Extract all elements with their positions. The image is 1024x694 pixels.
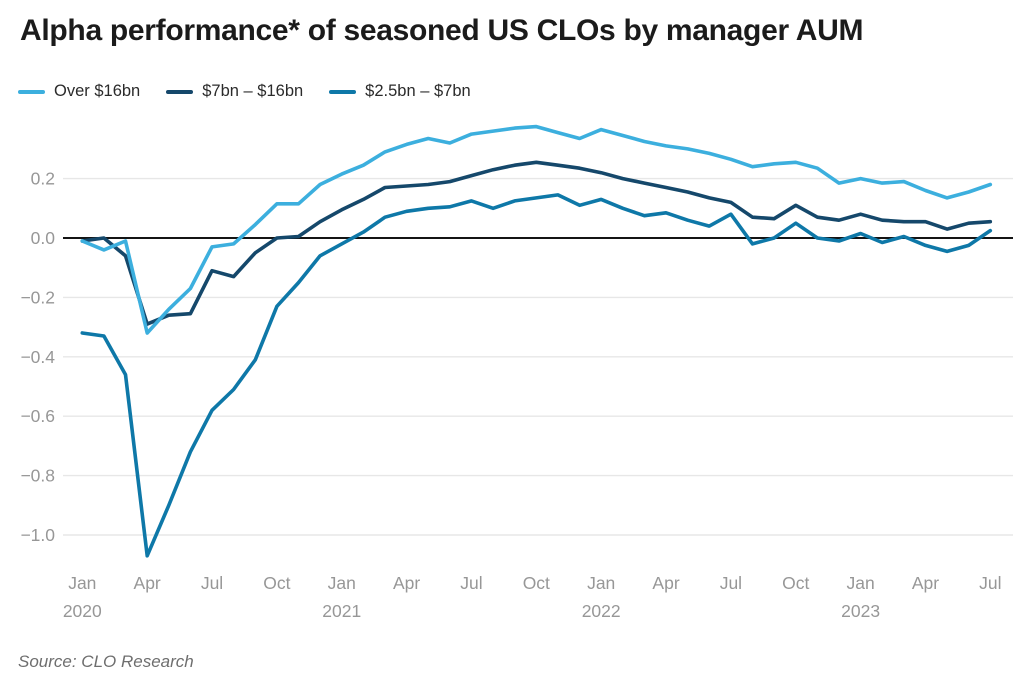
x-tick-label: Jul — [201, 573, 223, 593]
legend-item[interactable]: $2.5bn – $7bn — [329, 82, 471, 101]
x-tick-year-label: 2020 — [63, 601, 102, 621]
y-tick-label: −1.0 — [20, 525, 55, 545]
x-tick-label: Jan — [68, 573, 96, 593]
series-line--2-5bn-7bn — [80, 193, 993, 558]
legend-swatch-icon — [18, 89, 45, 94]
series-line--7bn-16bn — [80, 160, 993, 326]
y-tick-label: −0.4 — [20, 347, 55, 367]
series-line-over-16bn — [80, 124, 993, 335]
y-tick-label: −0.8 — [20, 466, 55, 486]
chart-title: Alpha performance* of seasoned US CLOs b… — [20, 14, 864, 47]
x-tick-label: Apr — [652, 573, 679, 593]
y-tick-label: −0.6 — [20, 406, 55, 426]
legend-item[interactable]: Over $16bn — [18, 82, 140, 101]
x-tick-label: Jan — [587, 573, 615, 593]
x-tick-label: Jul — [720, 573, 742, 593]
x-tick-label: Apr — [393, 573, 420, 593]
x-tick-label: Jul — [979, 573, 1001, 593]
x-tick-label: Oct — [263, 573, 290, 593]
legend-label: $2.5bn – $7bn — [365, 82, 471, 100]
x-tick-label: Oct — [523, 573, 550, 593]
x-tick-label: Apr — [912, 573, 939, 593]
x-tick-year-label: 2021 — [322, 601, 361, 621]
x-tick-label: Apr — [134, 573, 161, 593]
x-tick-label: Jan — [847, 573, 875, 593]
x-tick-year-label: 2022 — [582, 601, 621, 621]
x-tick-label: Jul — [460, 573, 482, 593]
chart-legend: Over $16bn $7bn – $16bn $2.5bn – $7bn — [18, 82, 471, 101]
legend-label: Over $16bn — [54, 82, 141, 100]
x-tick-label: Oct — [782, 573, 809, 593]
y-tick-label: −0.2 — [20, 287, 55, 307]
x-tick-label: Jan — [328, 573, 356, 593]
legend-label: $7bn – $16bn — [202, 82, 304, 100]
legend-swatch-icon — [329, 89, 357, 94]
legend-item[interactable]: $7bn – $16bn — [166, 82, 303, 101]
legend-swatch-icon — [166, 89, 194, 94]
y-tick-label: 0.0 — [31, 228, 56, 248]
x-tick-year-label: 2023 — [841, 601, 880, 621]
y-tick-label: 0.2 — [31, 169, 55, 189]
source-note: Source: CLO Research — [18, 652, 194, 671]
